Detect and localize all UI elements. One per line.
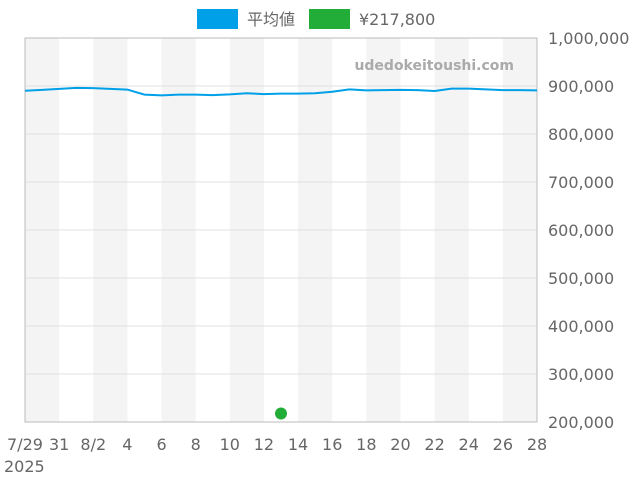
legend-swatch: [197, 9, 238, 29]
x-tick-label: 4: [122, 435, 132, 454]
x-tick-label: 22: [424, 435, 444, 454]
plot-frame: [24, 37, 538, 423]
x-tick-label: 20: [390, 435, 410, 454]
x-tick-label: 8: [191, 435, 201, 454]
price-point: [275, 407, 287, 420]
y-tick-label: 500,000: [548, 269, 614, 288]
x-tick-label: 24: [459, 435, 479, 454]
watermark: udedokeitoushi.com: [354, 58, 514, 74]
x-year-label: 2025: [4, 457, 45, 476]
y-axis-labels: 1,000,000 900,000 800,000 700,000 600,000 500…: [548, 29, 629, 432]
x-tick-label: 28: [527, 435, 547, 454]
legend-label: 平均値: [247, 10, 295, 29]
x-tick-label: 6: [156, 435, 166, 454]
y-tick-label: 600,000: [548, 221, 614, 240]
x-tick-label: 7/29: [7, 435, 43, 454]
series-line: [24, 86, 538, 97]
x-tick-label: 18: [356, 435, 376, 454]
x-tick-label: 8/2: [80, 435, 106, 454]
y-tick-label: 700,000: [548, 173, 614, 192]
y-tick-label: 400,000: [548, 317, 614, 336]
x-tick-label: 14: [288, 435, 308, 454]
y-tick-label: 800,000: [548, 125, 614, 144]
x-tick-label: 10: [220, 435, 240, 454]
x-tick-label: 31: [49, 435, 69, 454]
legend: 平均値 ¥217,800: [197, 9, 435, 29]
x-tick-label: 26: [493, 435, 513, 454]
y-tick-label: 200,000: [548, 413, 614, 432]
x-tick-label: 16: [322, 435, 342, 454]
legend-swatch: [309, 9, 350, 29]
x-axis-labels: 7/29 31 8/2 4 6 8 10 12 14 16 18 20 22 24 26 28: [7, 435, 547, 454]
y-tick-label: 900,000: [548, 77, 614, 96]
y-tick-label: 300,000: [548, 365, 614, 384]
legend-label: ¥217,800: [359, 10, 435, 29]
series-layer: [24, 86, 538, 420]
y-tick-label: 1,000,000: [548, 29, 629, 48]
x-tick-label: 12: [254, 435, 274, 454]
